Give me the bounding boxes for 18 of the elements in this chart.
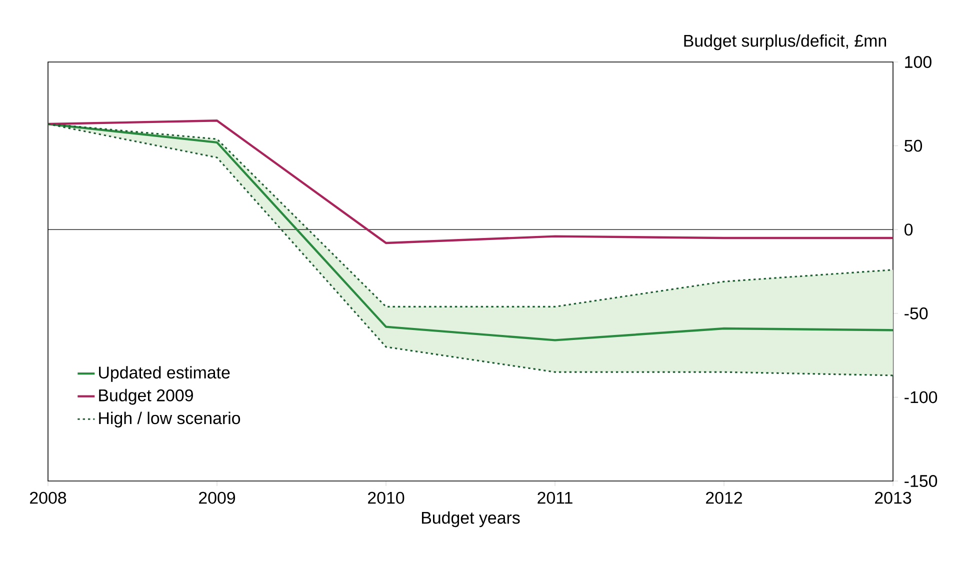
y-tick-label: 100	[905, 56, 932, 68]
y-axis-title: Budget surplus/deficit, £mn	[684, 34, 886, 50]
line-series	[46, 120, 894, 244]
y-tick-label: -50	[904, 307, 928, 320]
legend-label: High / low scenario	[99, 412, 240, 428]
legend-label: Updated estimate	[99, 366, 230, 382]
x-tick-label: 2009	[199, 492, 236, 504]
x-tick-label: 2012	[706, 492, 742, 504]
y-tick-label: 50	[904, 140, 922, 152]
x-tick-label: 2013	[875, 492, 912, 504]
x-axis-title: Budget years	[422, 511, 520, 528]
x-tick-label: 2010	[368, 492, 404, 504]
legend-label: Budget 2009	[99, 388, 193, 405]
y-tick-label: -100	[904, 391, 938, 404]
x-tick-label: 2008	[30, 492, 66, 504]
x-tick-label: 2011	[538, 492, 572, 504]
y-tick-label: -150	[904, 475, 938, 487]
y-tick-label: 0	[904, 224, 913, 236]
